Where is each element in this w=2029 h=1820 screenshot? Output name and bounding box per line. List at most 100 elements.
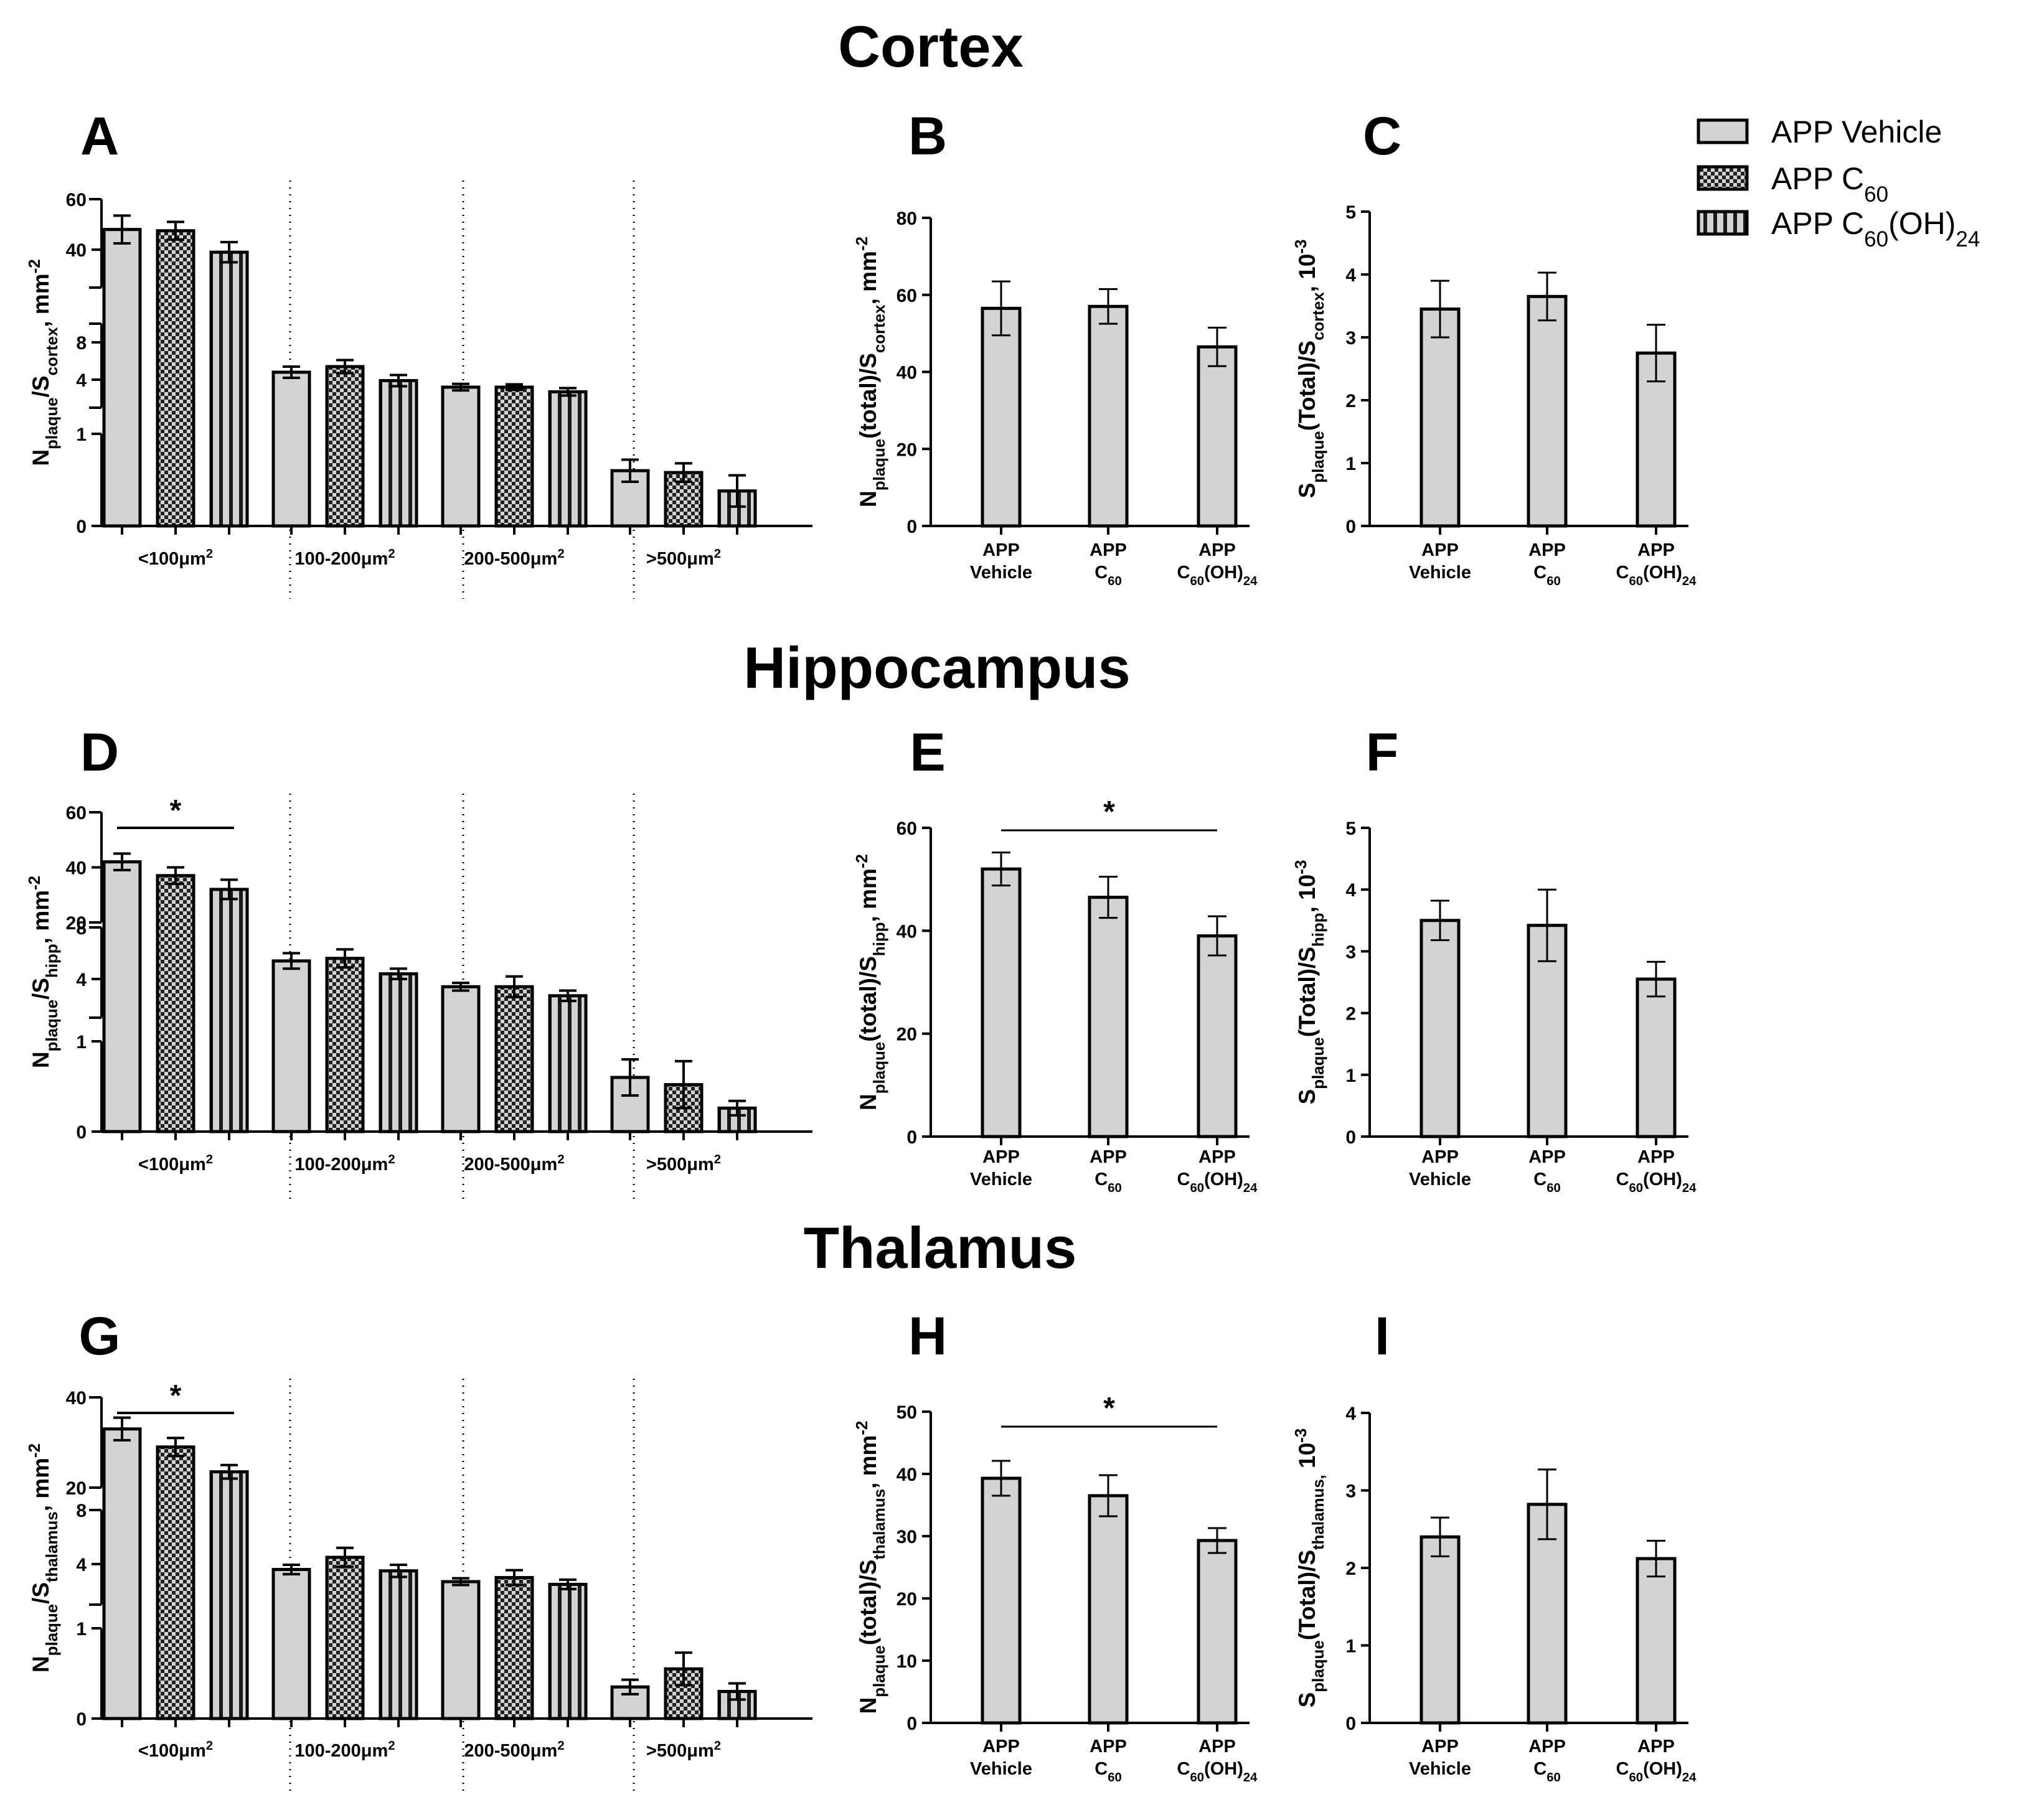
error-bar (113, 214, 131, 245)
bar-I-1 (1527, 1503, 1568, 1725)
error-bar (336, 1546, 354, 1569)
y-tick-label: 4 (1345, 265, 1356, 286)
x-category-label: APP (1090, 1147, 1127, 1167)
section-title-thalamus: Thalamus (804, 1215, 1077, 1280)
x-category-label: C60(OH)24 (1616, 1170, 1697, 1195)
error-bar (1099, 1474, 1118, 1517)
error-bar (992, 851, 1010, 887)
chart-panel-D: D 0 1 4 820 40 60 <100μm2 100-200μm2 200-500μm2 >5… (26, 723, 812, 1204)
bar-G-s1-g0 (156, 1445, 195, 1720)
legend-label-c60: APP C60 (1771, 161, 1888, 207)
error-bar (1208, 915, 1226, 957)
panel-label-H: H (908, 1306, 947, 1366)
bar-G-s1-g2 (494, 1576, 534, 1720)
legend-label-vehicle: APP Vehicle (1771, 115, 1942, 149)
x-category-label: C60(OH)24 (1177, 1170, 1258, 1195)
x-category-label: Vehicle (970, 1759, 1032, 1779)
y-tick-label: 60 (66, 190, 87, 210)
y-tick-label: 4 (76, 970, 87, 990)
chart-panel-A: A 0 1 4 8 40 60 <100μm2 100-200μm2 200-500μm2 >500… (26, 106, 812, 599)
chart-panel-B: B 0 20 40 60 80 APP Vehicle APP C60 APP C60(OH)24 Np… (854, 106, 1258, 588)
error-bar (283, 952, 300, 970)
y-tick-label: 40 (66, 858, 87, 879)
panel-label-A: A (80, 106, 119, 166)
section-title-hippocampus: Hippocampus (743, 635, 1131, 700)
error-bar (336, 359, 354, 375)
x-category-label: APP (982, 540, 1020, 560)
bar-A-s0-g2 (441, 385, 481, 528)
y-tick-label: 0 (1345, 1714, 1356, 1734)
bar-G-s0-g1 (271, 1568, 311, 1720)
x-category-label: Vehicle (1409, 1759, 1471, 1779)
y-tick-label: 3 (1345, 942, 1356, 962)
x-category-label: 200-500μm2 (464, 1153, 564, 1175)
bar-C-1 (1527, 294, 1568, 528)
x-category-label: Vehicle (1409, 563, 1471, 583)
y-axis-title: Nplaque(total)/Scortex, mm-2 (854, 237, 888, 507)
chart-panel-H: H01020304050APPVehicleAPPC60APPC60(OH)24… (854, 1306, 1258, 1785)
x-category-label: APP (1637, 540, 1675, 560)
bar-G-s0-g0 (102, 1427, 142, 1720)
x-category-label: C60 (1095, 563, 1122, 588)
significance-star: * (1103, 795, 1115, 828)
x-category-label: 100-200μm2 (294, 547, 395, 569)
x-category-label: APP (1090, 1737, 1127, 1757)
bar-E-0 (981, 867, 1022, 1138)
y-tick-label: 1 (76, 1032, 87, 1053)
error-bar (167, 1437, 184, 1458)
bar-D-s2-g1 (379, 972, 418, 1133)
error-bar (506, 1569, 523, 1587)
x-category-label: 100-200μm2 (294, 1153, 395, 1175)
error-bar (1538, 888, 1556, 962)
legend-swatch-c60 (1697, 165, 1749, 191)
x-category-label: C60 (1533, 1170, 1561, 1195)
x-category-label: APP (1528, 540, 1566, 560)
bar-A-s0-g0 (102, 228, 142, 528)
x-category-label: APP (1090, 540, 1127, 560)
chart-panel-E: E 0 20 40 60 APP Vehicle APP C60 APP C60(OH)24 * Npl… (854, 723, 1258, 1195)
error-bar (1538, 1468, 1556, 1541)
chart-panel-I: I01234APPVehicleAPPC60APPC60(OH)24Splaqu… (1292, 1306, 1697, 1785)
y-tick-label: 4 (1345, 1404, 1356, 1424)
bar-D-s2-g0 (209, 888, 249, 1133)
error-bar (559, 989, 577, 1003)
bar-I-0 (1419, 1535, 1461, 1725)
error-bar (621, 1678, 639, 1696)
error-bar (621, 1058, 639, 1097)
y-tick-label: 20 (897, 439, 917, 460)
y-tick-label: 50 (897, 1402, 917, 1423)
y-tick-label: 40 (66, 1388, 87, 1409)
y-axis-title: Splaque(Total)/Shipp, 10-3 (1292, 860, 1327, 1105)
error-bar (1647, 960, 1665, 998)
x-category-label: APP (1637, 1737, 1675, 1757)
y-axis-title: Nplaque/Shipp, mm-2 (26, 876, 61, 1068)
error-bar (1431, 899, 1449, 942)
bar-A-s1-g2 (494, 385, 534, 528)
error-bar (452, 1577, 469, 1587)
x-category-label: APP (1198, 540, 1236, 560)
y-tick-label: 80 (897, 209, 917, 229)
y-axis-title: Nplaque(total)/Sthalamus, mm-2 (854, 1421, 888, 1714)
x-category-label: APP (1421, 1147, 1459, 1167)
error-bar (992, 1460, 1010, 1497)
x-category-label: C60 (1533, 563, 1561, 588)
y-tick-label: 0 (906, 517, 917, 537)
y-axis-title: Nplaque/Scortex, mm-2 (26, 259, 61, 466)
bar-B-1 (1088, 304, 1129, 528)
y-tick-label: 2 (1345, 1559, 1356, 1579)
y-tick-label: 8 (76, 1501, 87, 1521)
y-tick-label: 40 (897, 1465, 917, 1485)
x-category-label: <100μm2 (138, 547, 213, 569)
section-title-cortex: Cortex (838, 14, 1024, 79)
y-tick-label: 3 (1345, 1481, 1356, 1502)
y-tick-label: 4 (1345, 880, 1356, 901)
y-tick-label: 1 (1345, 1066, 1356, 1086)
y-tick-label: 8 (76, 918, 87, 939)
bar-G-s1-g1 (325, 1555, 365, 1720)
x-category-label: Vehicle (970, 563, 1032, 583)
bar-G-s2-g2 (548, 1582, 588, 1720)
y-tick-label: 2 (1345, 1004, 1356, 1025)
y-tick-label: 1 (1345, 454, 1356, 474)
y-tick-label: 40 (897, 921, 917, 942)
